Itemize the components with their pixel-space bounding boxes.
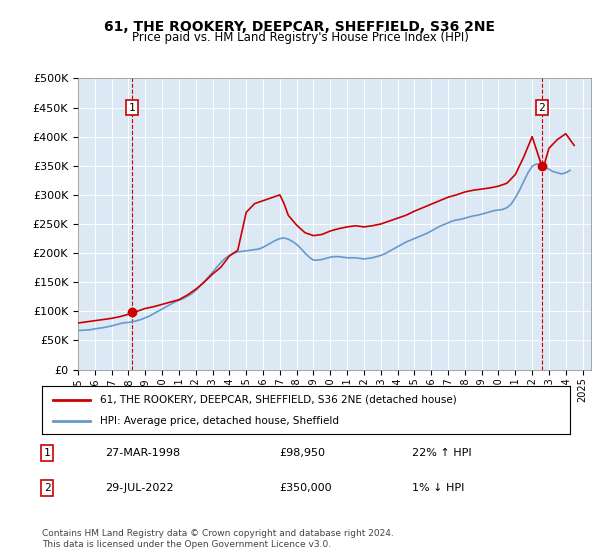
Text: £350,000: £350,000 <box>280 483 332 493</box>
Text: 61, THE ROOKERY, DEEPCAR, SHEFFIELD, S36 2NE: 61, THE ROOKERY, DEEPCAR, SHEFFIELD, S36… <box>104 20 496 34</box>
Text: 27-MAR-1998: 27-MAR-1998 <box>106 448 181 458</box>
Text: 29-JUL-2022: 29-JUL-2022 <box>106 483 174 493</box>
Text: 2: 2 <box>44 483 50 493</box>
Text: Contains HM Land Registry data © Crown copyright and database right 2024.
This d: Contains HM Land Registry data © Crown c… <box>42 529 394 549</box>
Text: 1: 1 <box>44 448 50 458</box>
Text: 22% ↑ HPI: 22% ↑ HPI <box>412 448 471 458</box>
Text: £98,950: £98,950 <box>280 448 326 458</box>
Text: 61, THE ROOKERY, DEEPCAR, SHEFFIELD, S36 2NE (detached house): 61, THE ROOKERY, DEEPCAR, SHEFFIELD, S36… <box>100 395 457 405</box>
Text: 1: 1 <box>128 102 136 113</box>
Text: 1% ↓ HPI: 1% ↓ HPI <box>412 483 464 493</box>
Text: 2: 2 <box>539 102 545 113</box>
Text: HPI: Average price, detached house, Sheffield: HPI: Average price, detached house, Shef… <box>100 416 339 426</box>
Text: Price paid vs. HM Land Registry's House Price Index (HPI): Price paid vs. HM Land Registry's House … <box>131 31 469 44</box>
